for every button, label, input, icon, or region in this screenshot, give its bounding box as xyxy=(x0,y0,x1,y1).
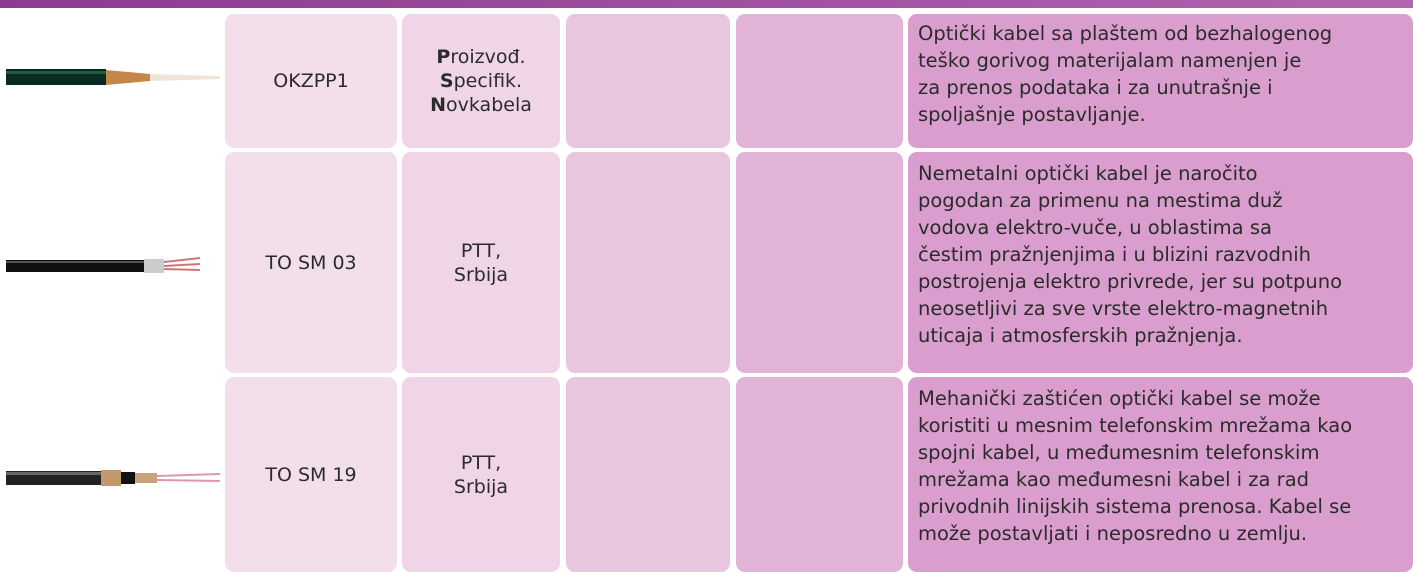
maker-text: Srbija xyxy=(453,263,509,286)
top-bar xyxy=(0,0,1413,8)
maker-line: Novkabela xyxy=(430,93,532,117)
maker-text: Srbija xyxy=(453,475,509,498)
maker-line: Specifik. xyxy=(440,69,522,93)
description-line: spojni kabel, u međumesnim telefonskim xyxy=(918,441,1320,464)
maker-text: roizvođ. xyxy=(450,46,526,68)
description-line: spoljašnje postavljanje. xyxy=(918,103,1146,126)
description-line: vodova elektro-vuče, u oblastima sa xyxy=(918,216,1272,239)
empty-cell xyxy=(566,14,730,148)
description-line: uticaja i atmosferskih pražnjenja. xyxy=(918,324,1243,347)
description-cell: Mehanički zaštićen optički kabel se može… xyxy=(908,377,1413,572)
maker-text: P xyxy=(436,46,451,68)
cable-image xyxy=(6,257,201,273)
description-line: za prenos podataka i za unutrašnje i xyxy=(918,76,1273,99)
description-line: Mehanički zaštićen optički kabel se može xyxy=(918,387,1321,410)
maker-cell: Proizvođ. Specifik. Novkabela xyxy=(402,14,560,148)
maker-text: N xyxy=(430,94,447,116)
description-line: Nemetalni optički kabel je naročito xyxy=(918,162,1258,185)
description-line: koristiti u mesnim telefonskim mrežama k… xyxy=(918,414,1353,437)
empty-cell xyxy=(566,152,730,373)
maker-cell: PTT, Srbija xyxy=(402,377,560,572)
maker-text: ovkabela xyxy=(446,94,532,116)
maker-text: PTT, xyxy=(460,451,502,474)
empty-cell xyxy=(736,152,903,373)
description-line: Optički kabel sa plaštem od bezhalogenog xyxy=(918,22,1333,45)
description-line: mrežama kao međumesni kabel i za rad xyxy=(918,468,1310,491)
cable-image xyxy=(6,470,221,486)
description-line: može postavljati i neposredno u zemlju. xyxy=(918,522,1308,545)
code: TO SM 19 xyxy=(265,463,357,486)
description-line: čestim pražnjenjima i u blizini razvodni… xyxy=(918,243,1312,266)
code-cell: TO SM 03 xyxy=(225,152,397,373)
description-line: pogodan za primenu na mestima duž xyxy=(918,189,1283,212)
maker-line: PTT, xyxy=(461,239,501,263)
cable-image xyxy=(6,69,220,85)
empty-cell xyxy=(736,14,903,148)
maker-line: PTT, xyxy=(461,451,501,475)
maker-text: PTT, xyxy=(460,239,502,262)
description-cell: Optički kabel sa plaštem od bezhalogenog… xyxy=(908,14,1413,148)
description-cell: Nemetalni optički kabel je naročito pogod… xyxy=(908,152,1413,373)
code: OKZPP1 xyxy=(273,70,349,92)
description-line: neosetljivi za sve vrste elektro-magnetn… xyxy=(918,297,1329,320)
empty-cell xyxy=(736,377,903,572)
maker-text: pecifik. xyxy=(453,70,523,92)
code-cell: TO SM 19 xyxy=(225,377,397,572)
maker-line: Proizvođ. xyxy=(436,45,525,69)
description-line: teško gorivog materijalam namenjen je xyxy=(918,49,1302,72)
code: TO SM 03 xyxy=(265,251,357,274)
maker-line: Srbija xyxy=(454,263,508,287)
code-cell: OKZPP1 xyxy=(225,14,397,148)
maker-line: Srbija xyxy=(454,475,508,499)
description-line: postrojenja elektro privrede, jer su pot… xyxy=(918,270,1343,293)
maker-cell: PTT, Srbija xyxy=(402,152,560,373)
description-line: privodnih linijskih sistema prenosa. Kab… xyxy=(918,495,1352,518)
empty-cell xyxy=(566,377,730,572)
maker-text: S xyxy=(439,70,454,92)
